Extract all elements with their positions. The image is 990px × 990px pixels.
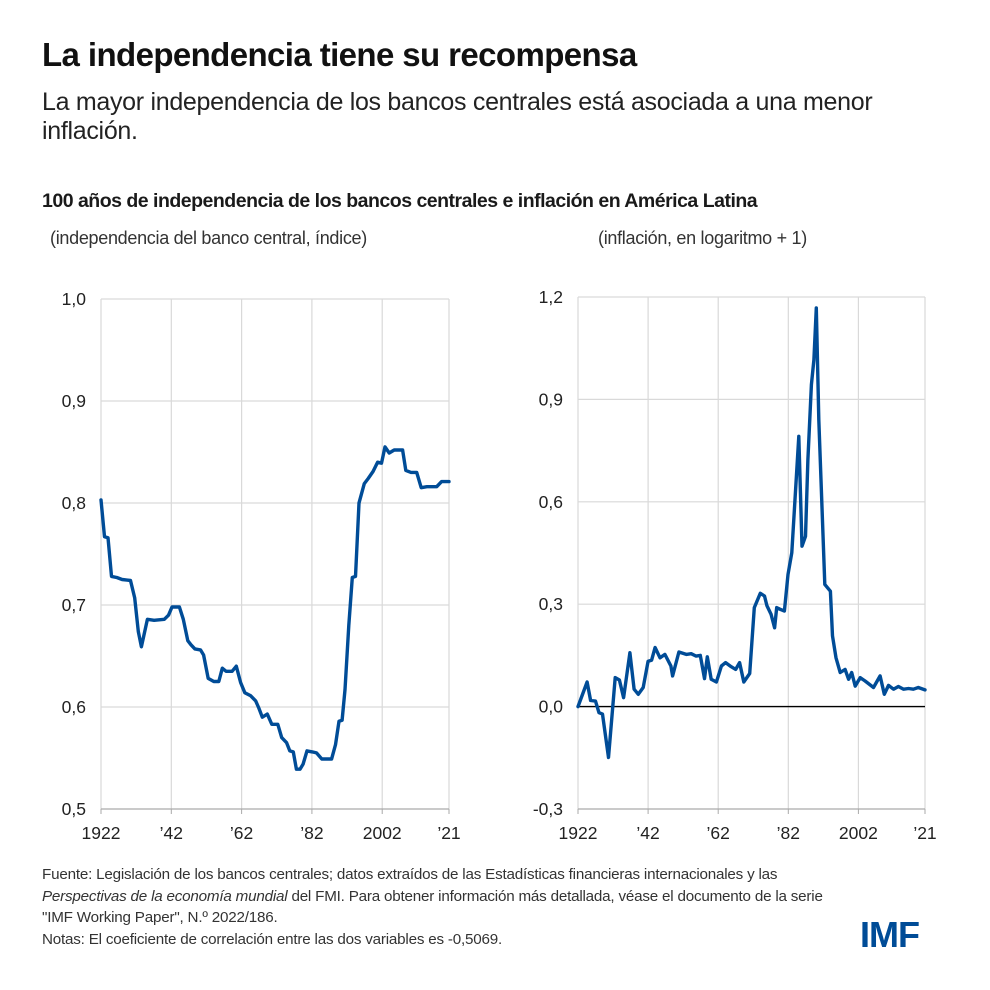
- left-chart-independence: 1922 ’42 ’62 ’82 2002 ’21 0,5 0,6 0,7 0,8 0,9 1,0: [62, 289, 461, 843]
- right-y-tick-label: 1,2: [539, 287, 563, 307]
- source-suffix: del FMI. Para obtener información más de…: [42, 887, 823, 927]
- left-x-tick-label: ’21: [437, 823, 460, 843]
- right-x-tick-label: ’21: [913, 823, 936, 843]
- page-subtitle: La mayor independencia de los bancos cen…: [42, 88, 873, 145]
- right-y-tick-label: -0,3: [533, 799, 563, 819]
- right-y-tick-label: 0,3: [539, 594, 563, 614]
- left-y-tick-label: 1,0: [62, 289, 87, 309]
- right-x-tick-label: ’62: [707, 823, 730, 843]
- correlation-note: Notas: El coeficiente de correlación ent…: [42, 930, 503, 948]
- left-x-tick-label: ’82: [300, 823, 323, 843]
- source-italic-title: Perspectivas de la economía mundial: [42, 887, 288, 905]
- right-chart-inflation: 1922 ’42 ’62 ’82 2002 ’21 -0,3 0,0 0,3 0,6 0,9 1,2: [533, 287, 937, 843]
- left-x-tick-label: ’62: [230, 823, 253, 843]
- left-y-tick-label: 0,8: [62, 493, 86, 513]
- source-prefix: Fuente: Legislación de los bancos centra…: [42, 866, 778, 883]
- right-series-line: [576, 306, 927, 760]
- figure-title: 100 años de independencia de los bancos …: [42, 190, 758, 212]
- left-series-line: [99, 445, 451, 771]
- left-y-tick-label: 0,6: [62, 697, 86, 717]
- imf-logo: IMF: [860, 914, 920, 955]
- left-x-tick-label: 1922: [82, 823, 121, 843]
- right-x-tick-label: ’82: [777, 823, 800, 843]
- left-x-tick-label: 2002: [363, 823, 402, 843]
- left-x-tick-label: ’42: [160, 823, 183, 843]
- right-chart-unit-label: (inflación, en logaritmo + 1): [598, 228, 807, 248]
- left-y-tick-label: 0,9: [62, 391, 86, 411]
- source-note: Fuente: Legislación de los bancos centra…: [42, 864, 842, 929]
- right-x-tick-label: 2002: [839, 823, 878, 843]
- footer-notes: Fuente: Legislación de los bancos centra…: [42, 864, 842, 950]
- left-y-tick-label: 0,7: [62, 595, 86, 615]
- right-y-tick-label: 0,6: [539, 492, 563, 512]
- page-title: La independencia tiene su recompensa: [42, 36, 637, 73]
- left-y-tick-label: 0,5: [62, 799, 86, 819]
- right-y-tick-label: 0,0: [539, 697, 564, 717]
- right-x-tick-label: ’42: [636, 823, 659, 843]
- right-y-tick-label: 0,9: [539, 389, 563, 409]
- right-x-tick-label: 1922: [559, 823, 598, 843]
- left-chart-unit-label: (independencia del banco central, índice…: [50, 228, 367, 248]
